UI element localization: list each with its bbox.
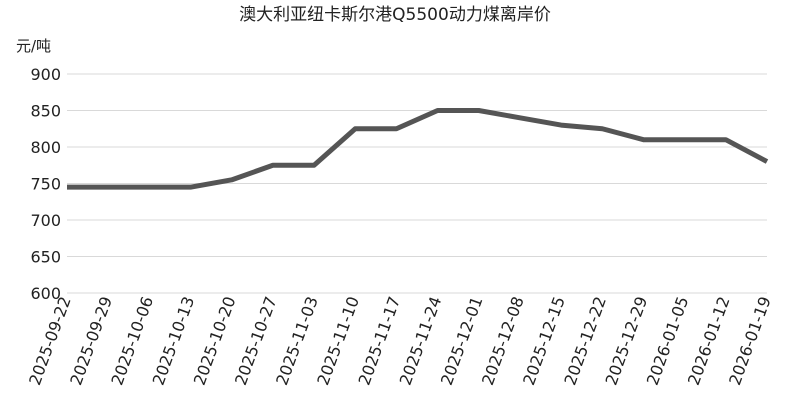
y-tick-label: 750 <box>30 175 61 194</box>
x-tick-label: 2025-11-17 <box>355 294 405 388</box>
x-tick-label: 2025-12-01 <box>437 294 487 388</box>
y-tick-label: 800 <box>30 138 61 157</box>
x-tick-label: 2025-11-03 <box>272 294 322 388</box>
x-tick-label: 2025-09-22 <box>25 294 75 388</box>
x-tick-label: 2025-09-29 <box>66 294 116 388</box>
x-tick-label: 2025-12-29 <box>602 294 652 388</box>
x-tick-label: 2025-10-20 <box>190 294 240 388</box>
x-tick-label: 2025-11-10 <box>313 294 363 388</box>
y-tick-label: 600 <box>30 284 61 303</box>
x-tick-label: 2026-01-19 <box>725 294 775 388</box>
x-tick-label: 2025-12-08 <box>478 294 528 388</box>
y-tick-label: 900 <box>30 65 61 84</box>
chart-title: 澳大利亚纽卡斯尔港Q5500动力煤离岸价 <box>239 5 551 25</box>
line <box>67 108 769 190</box>
x-tick-label: 2025-11-24 <box>396 294 446 388</box>
x-tick-label: 2026-01-12 <box>684 294 734 388</box>
y-axis-label: 元/吨 <box>16 37 51 55</box>
y-tick-label: 850 <box>30 102 61 121</box>
x-tick-label: 2025-12-15 <box>519 294 569 388</box>
y-tick-label: 650 <box>30 248 61 267</box>
x-tick-label: 2025-10-27 <box>231 294 281 388</box>
y-tick-label: 700 <box>30 211 61 230</box>
x-tick-label: 2025-10-13 <box>149 294 199 388</box>
x-tick-label: 2025-12-22 <box>560 294 610 388</box>
x-tick-label: 2025-10-06 <box>107 294 157 388</box>
x-tick-label: 2026-01-05 <box>643 294 693 388</box>
